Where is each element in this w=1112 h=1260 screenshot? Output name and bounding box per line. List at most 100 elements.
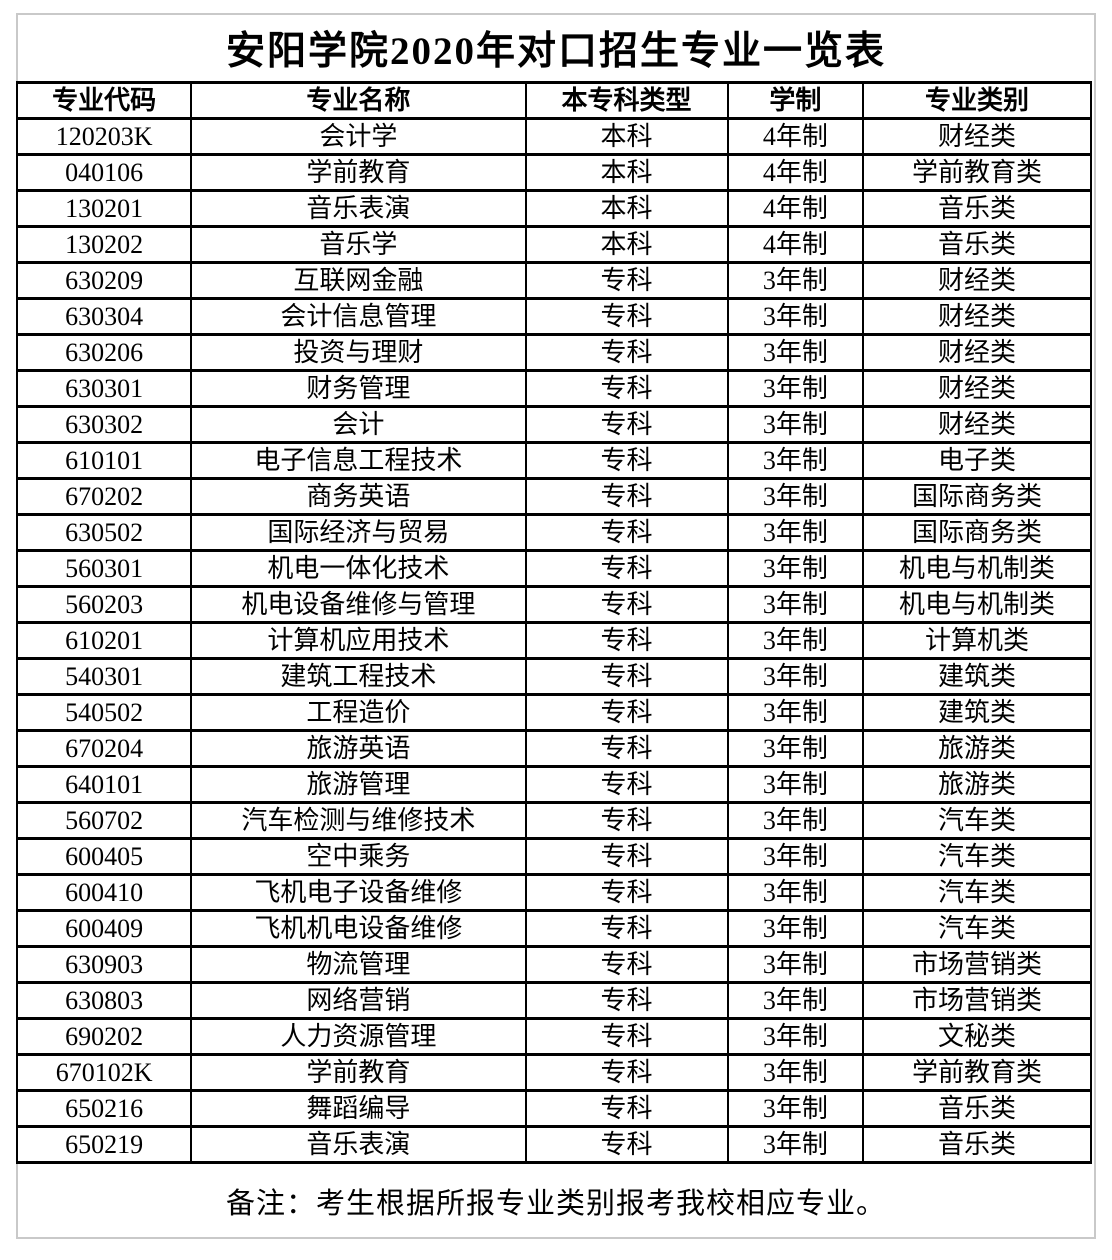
cell-type: 专科 — [524, 765, 729, 804]
cell-type: 本科 — [524, 225, 729, 264]
cell-category: 建筑类 — [862, 657, 1092, 696]
cell-category: 机电与机制类 — [862, 585, 1092, 624]
table-row: 610101 电子信息工程技术 专科 3年制 电子类 — [15, 441, 1092, 480]
table-row: 560203 机电设备维修与管理 专科 3年制 机电与机制类 — [15, 585, 1092, 624]
cell-name: 学前教育 — [190, 1053, 527, 1092]
cell-code: 610101 — [15, 441, 193, 480]
table-row: 640101 旅游管理 专科 3年制 旅游类 — [15, 765, 1092, 804]
cell-code: 600409 — [15, 909, 193, 948]
cell-name: 旅游英语 — [190, 729, 527, 768]
cell-code: 610201 — [15, 621, 193, 660]
cell-category: 财经类 — [862, 405, 1092, 444]
cell-name: 学前教育 — [190, 153, 527, 192]
cell-category: 文秘类 — [862, 1017, 1092, 1056]
cell-duration: 4年制 — [726, 225, 865, 264]
cell-code: 560203 — [15, 585, 193, 624]
cell-type: 专科 — [524, 333, 729, 372]
cell-type: 专科 — [524, 981, 729, 1020]
table-row: 120203K 会计学 本科 4年制 财经类 — [15, 117, 1092, 156]
cell-category: 机电与机制类 — [862, 549, 1092, 588]
cell-code: 630209 — [15, 261, 193, 300]
cell-name: 商务英语 — [190, 477, 527, 516]
cell-type: 专科 — [524, 297, 729, 336]
cell-code: 630301 — [15, 369, 193, 408]
cell-duration: 3年制 — [726, 333, 865, 372]
cell-name: 物流管理 — [190, 945, 527, 984]
table-row: 670204 旅游英语 专科 3年制 旅游类 — [15, 729, 1092, 768]
col-header-major-name: 专业名称 — [190, 81, 527, 120]
cell-type: 本科 — [524, 153, 729, 192]
cell-category: 音乐类 — [862, 225, 1092, 264]
cell-code: 640101 — [15, 765, 193, 804]
cell-category: 财经类 — [862, 117, 1092, 156]
majors-table: 专业代码 专业名称 本专科类型 学制 专业类别 120203K 会计学 本科 4年制财… — [15, 81, 1092, 1164]
cell-type: 专科 — [524, 837, 729, 876]
cell-category: 学前教育类 — [862, 153, 1092, 192]
cell-name: 飞机电子设备维修 — [190, 873, 527, 912]
table-row: 670102K 学前教育 专科 3年制 学前教育类 — [15, 1053, 1092, 1092]
col-header-major-category: 专业类别 — [862, 81, 1092, 120]
cell-type: 专科 — [524, 873, 729, 912]
cell-category: 财经类 — [862, 369, 1092, 408]
cell-name: 舞蹈编导 — [190, 1089, 527, 1128]
cell-name: 建筑工程技术 — [190, 657, 527, 696]
cell-duration: 3年制 — [726, 765, 865, 804]
cell-name: 工程造价 — [190, 693, 527, 732]
cell-duration: 3年制 — [726, 981, 865, 1020]
cell-type: 专科 — [524, 1053, 729, 1092]
cell-type: 专科 — [524, 909, 729, 948]
cell-code: 600405 — [15, 837, 193, 876]
cell-category: 音乐类 — [862, 1125, 1092, 1164]
cell-code: 630502 — [15, 513, 193, 552]
col-header-duration: 学制 — [726, 81, 865, 120]
cell-type: 专科 — [524, 657, 729, 696]
cell-type: 专科 — [524, 1089, 729, 1128]
table-row: 670202 商务英语 专科 3年制 国际商务类 — [15, 477, 1092, 516]
cell-code: 670204 — [15, 729, 193, 768]
table-row: 130202 音乐学 本科 4年制 音乐类 — [15, 225, 1092, 264]
cell-category: 电子类 — [862, 441, 1092, 480]
cell-category: 财经类 — [862, 297, 1092, 336]
cell-type: 专科 — [524, 585, 729, 624]
cell-duration: 3年制 — [726, 585, 865, 624]
cell-type: 专科 — [524, 801, 729, 840]
table-body: 120203K 会计学 本科 4年制 财经类 040106 学前教育 本科 4年制 学前教育类 13… — [15, 117, 1092, 1164]
table-row: 540502 工程造价 专科 3年制 建筑类 — [15, 693, 1092, 732]
cell-code: 630803 — [15, 981, 193, 1020]
cell-code: 690202 — [15, 1017, 193, 1056]
cell-duration: 3年制 — [726, 441, 865, 480]
table-row: 630502 国际经济与贸易 专科 3年制 国际商务类 — [15, 513, 1092, 552]
cell-duration: 3年制 — [726, 801, 865, 840]
table-row: 630304 会计信息管理 专科 3年制 财经类 — [15, 297, 1092, 336]
cell-duration: 4年制 — [726, 189, 865, 228]
cell-category: 市场营销类 — [862, 981, 1092, 1020]
table-row: 650216 舞蹈编导 专科 3年制 音乐类 — [15, 1089, 1092, 1128]
cell-code: 560702 — [15, 801, 193, 840]
cell-duration: 3年制 — [726, 621, 865, 660]
cell-category: 国际商务类 — [862, 513, 1092, 552]
cell-code: 670202 — [15, 477, 193, 516]
cell-name: 音乐表演 — [190, 1125, 527, 1164]
cell-code: 130202 — [15, 225, 193, 264]
cell-name: 投资与理财 — [190, 333, 527, 372]
cell-category: 建筑类 — [862, 693, 1092, 732]
cell-code: 630302 — [15, 405, 193, 444]
cell-category: 汽车类 — [862, 873, 1092, 912]
table-row: 630209 互联网金融 专科 3年制 财经类 — [15, 261, 1092, 300]
cell-code: 600410 — [15, 873, 193, 912]
cell-category: 国际商务类 — [862, 477, 1092, 516]
cell-name: 会计 — [190, 405, 527, 444]
cell-duration: 3年制 — [726, 1053, 865, 1092]
cell-name: 会计学 — [190, 117, 527, 156]
cell-type: 本科 — [524, 117, 729, 156]
cell-name: 音乐表演 — [190, 189, 527, 228]
cell-duration: 3年制 — [726, 873, 865, 912]
cell-type: 专科 — [524, 477, 729, 516]
note-text: 备注：考生根据所报专业类别报考我校相应专业。 — [225, 1187, 886, 1220]
table-row: 630302 会计 专科 3年制 财经类 — [15, 405, 1092, 444]
cell-category: 市场营销类 — [862, 945, 1092, 984]
cell-duration: 3年制 — [726, 909, 865, 948]
cell-category: 汽车类 — [862, 801, 1092, 840]
table-row: 630206 投资与理财 专科 3年制 财经类 — [15, 333, 1092, 372]
table-row: 630301 财务管理 专科 3年制 财经类 — [15, 369, 1092, 408]
